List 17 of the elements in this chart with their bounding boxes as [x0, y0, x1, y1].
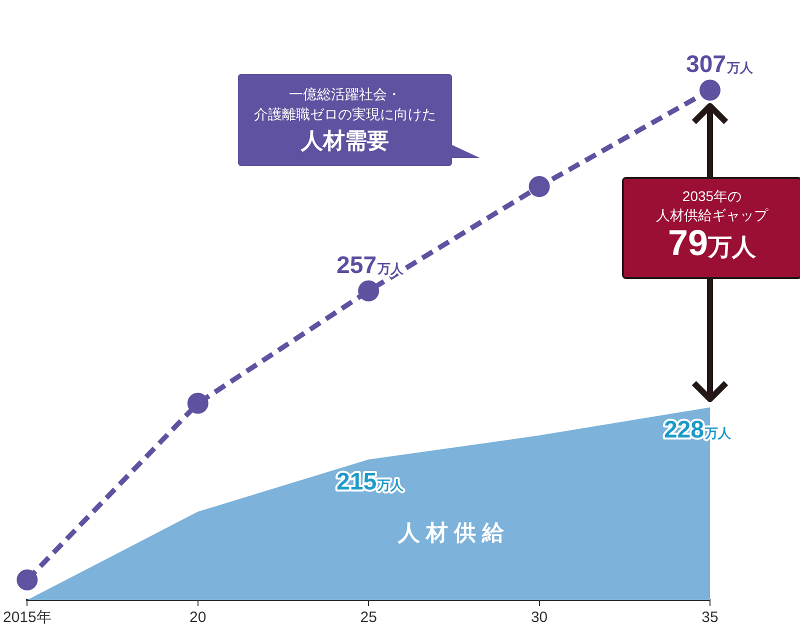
- x-tick-label: 35: [702, 609, 718, 626]
- x-tick-label: 30: [530, 609, 548, 626]
- point: [700, 80, 720, 101]
- annotation: 2035年の: [681, 186, 743, 206]
- series-label: 人材供給: [396, 520, 510, 545]
- annotation: 人材需要: [300, 127, 390, 155]
- point: [187, 392, 208, 414]
- x-tick-label: 20: [190, 609, 206, 626]
- annotation: 一億総活躍社会・: [288, 85, 402, 104]
- point: [16, 569, 38, 590]
- annotation: 介護離職ゼロの実現に向けた: [254, 105, 436, 124]
- x-tick-label: 2015年: [2, 609, 52, 626]
- point: [358, 280, 380, 302]
- point: [528, 176, 550, 198]
- x-tick-label: 25: [360, 609, 377, 626]
- data-label: 307万人: [686, 51, 754, 78]
- data-label: 215万人: [336, 468, 405, 496]
